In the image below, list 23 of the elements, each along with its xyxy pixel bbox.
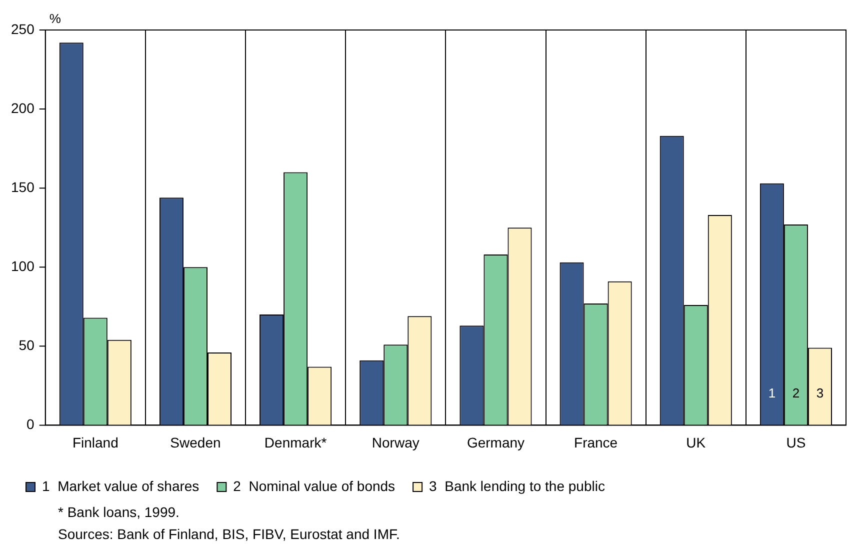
- x-tick-label: Finland: [72, 434, 118, 450]
- y-axis-title: %: [49, 11, 62, 26]
- x-tick-label: Sweden: [170, 434, 221, 450]
- annotation: 1: [768, 385, 776, 400]
- y-tick-label: 250: [11, 20, 35, 37]
- x-tick-label: France: [574, 434, 618, 450]
- x-tick-label: UK: [686, 434, 706, 450]
- legend-label: 1 Market value of shares: [42, 478, 200, 494]
- y-tick-label: 100: [11, 258, 35, 274]
- y-tick-label: 200: [11, 100, 35, 116]
- y-tick-label: 150: [11, 178, 35, 195]
- x-tick-label: Norway: [372, 434, 420, 450]
- legend-label: 2 Nominal value of bonds: [233, 478, 396, 494]
- y-tick-label: 0: [26, 416, 35, 432]
- annotation: 2: [792, 385, 800, 400]
- text: * Bank loans, 1999.: [58, 504, 180, 520]
- x-tick-label: Denmark*: [264, 434, 328, 450]
- y-tick-label: 50: [18, 337, 35, 354]
- x-tick-label: Germany: [466, 434, 525, 450]
- annotation: 3: [816, 385, 824, 400]
- legend-label: 3 Bank lending to the public: [429, 478, 605, 494]
- source-note: Sources: Bank of Finland, BIS, FIBV, Eurostat and IMF.: [58, 526, 401, 542]
- x-tick-label: US: [786, 434, 806, 450]
